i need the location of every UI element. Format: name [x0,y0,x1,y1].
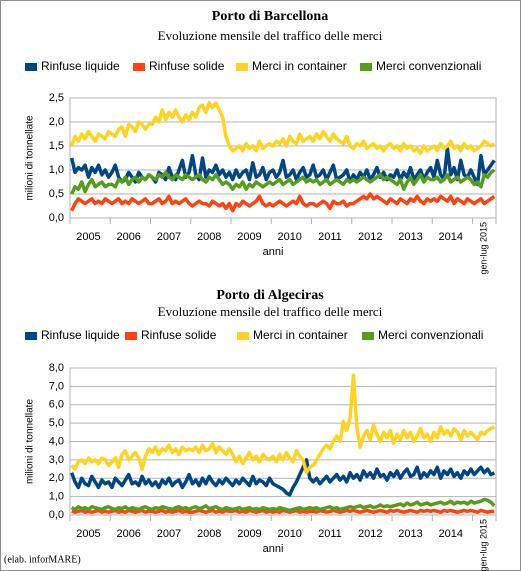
legend-label: Merci convenzionali [376,59,481,73]
x-tick-label: 2012 [358,528,382,540]
chart-title: Porto di Barcellona [212,9,328,24]
legend-swatch [237,332,249,340]
x-tick-label: 2010 [277,231,301,243]
y-tick-label: 0,0 [49,212,64,224]
x-tick-label: 2010 [277,528,301,540]
legend-swatch [25,63,37,71]
x-tick-label: gen-lug 2015 [479,222,489,275]
series-line [70,168,496,195]
legend-swatch [360,63,372,71]
y-tick-label: 1,5 [49,140,64,152]
chart-subtitle: Evoluzione mensile del traffico delle me… [158,304,383,319]
x-tick-label: 2007 [157,528,181,540]
x-tick-label: 2013 [398,231,422,243]
y-tick-label: 3,0 [49,454,64,466]
legend-swatch [133,63,145,71]
legend-swatch [362,332,374,340]
legend-swatch [236,63,248,71]
x-tick-label: 2012 [358,231,382,243]
chart-subtitle: Evoluzione mensile del traffico delle me… [158,28,383,43]
x-tick-label: 2011 [318,528,342,540]
y-tick-label: 1,0 [49,164,64,176]
y-tick-label: 2,0 [49,116,64,128]
legend-label: Rinfuse liquide [41,328,120,342]
x-tick-label: 2007 [157,231,181,243]
x-tick-label: 2014 [438,231,462,243]
legend-label: Merci in container [252,59,347,73]
legend-label: Rinfuse liquide [41,59,120,73]
series-line [70,497,496,513]
x-tick-label: 2013 [398,528,422,540]
legend-swatch [25,332,37,340]
y-axis-title: milioni di tonnellate [25,399,36,484]
x-tick-label: 2009 [237,528,261,540]
x-tick-label: 2006 [116,231,140,243]
legend-label: Merci convenzionali [378,328,483,342]
x-tick-label: 2005 [76,231,100,243]
y-tick-label: 0,5 [49,188,64,200]
y-tick-label: 5,0 [49,417,64,429]
series-line [70,373,496,475]
y-tick-label: 2,0 [49,472,64,484]
x-tick-label: gen-lug 2015 [479,519,489,571]
x-tick-label: 2009 [237,231,261,243]
y-tick-label: 4,0 [49,435,64,447]
x-tick-label: 2008 [197,528,221,540]
y-tick-label: 0,0 [49,509,64,521]
x-tick-label: 2014 [438,528,462,540]
series-line [70,101,496,155]
x-axis-title: anni [263,246,284,258]
x-tick-label: 2005 [76,528,100,540]
y-tick-label: 7,0 [49,380,64,392]
footer: (elab. inforMARE) [4,554,81,565]
chart-title: Porto di Algeciras [216,288,324,303]
x-tick-label: 2008 [197,231,221,243]
series-line [71,508,495,514]
x-tick-label: 2011 [318,231,342,243]
series-line [70,458,496,497]
y-tick-label: 1,0 [49,491,64,503]
y-tick-label: 6,0 [49,399,64,411]
plot-area [69,97,497,219]
legend-label: Rinfuse solide [149,59,225,73]
y-axis-title: milioni di tonnellate [25,115,36,200]
y-tick-label: 8,0 [49,362,64,374]
x-tick-label: 2006 [116,528,140,540]
legend-label: Rinfuse solide [141,328,217,342]
series-line [70,192,496,213]
x-axis-title: anni [263,543,284,555]
legend-label: Merci in container [253,328,348,342]
y-tick-label: 2,5 [49,92,64,104]
legend-swatch [125,332,137,340]
